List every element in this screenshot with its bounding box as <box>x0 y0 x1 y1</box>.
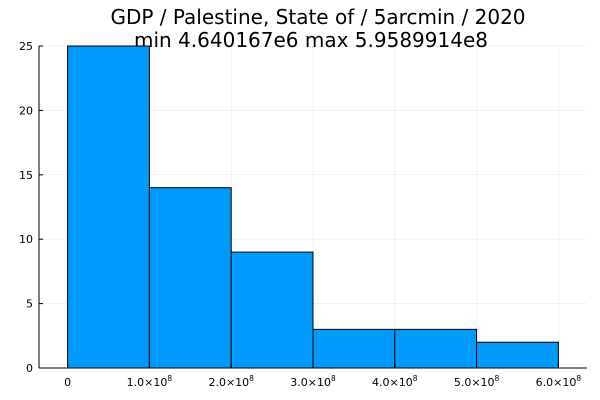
x-tick-labels: 0 1.0×108 2.0×108 3.0×108 4.0×108 5.0×108 6.0×… <box>64 374 581 389</box>
axes <box>38 45 587 369</box>
x-tick-label: 1.0×108 <box>127 374 173 389</box>
x-tick-exponent: 8 <box>249 374 254 383</box>
x-tick-label: 6.0×108 <box>536 374 582 389</box>
histogram-bar-2 <box>148 187 232 369</box>
y-tick-label: 5 <box>26 298 33 311</box>
histogram-bar-6 <box>476 341 559 369</box>
x-tick-label: 0 <box>64 376 71 389</box>
y-tick-label: 20 <box>19 104 33 117</box>
y-tick-label: 0 <box>26 362 33 375</box>
x-tick-label: 2.0×108 <box>208 374 254 389</box>
y-tick-label: 25 <box>19 40 33 53</box>
y-tick-label: 15 <box>19 169 33 182</box>
histogram-bar-1 <box>67 45 150 369</box>
histogram-bar-3 <box>230 251 314 369</box>
x-tick-label: 5.0×108 <box>454 374 500 389</box>
x-tick-exponent: 8 <box>413 374 418 383</box>
histogram-bar-5 <box>394 328 478 369</box>
bars <box>67 45 559 369</box>
y-tick-labels: 0 5 10 15 20 25 <box>19 40 33 375</box>
chart-title: GDP / Palestine, State of / 5arcmin / 20… <box>110 5 525 29</box>
histogram-bar-4 <box>312 328 396 369</box>
x-tick-exponent: 8 <box>167 374 172 383</box>
x-tick-label: 3.0×108 <box>290 374 336 389</box>
x-tick-label: 4.0×108 <box>372 374 418 389</box>
chart-subtitle: min 4.640167e6 max 5.9589914e8 <box>134 28 488 52</box>
x-tick-exponent: 8 <box>331 374 336 383</box>
x-tick-exponent: 8 <box>495 374 500 383</box>
x-tick-exponent: 8 <box>576 374 581 383</box>
y-tick-label: 10 <box>19 233 33 246</box>
